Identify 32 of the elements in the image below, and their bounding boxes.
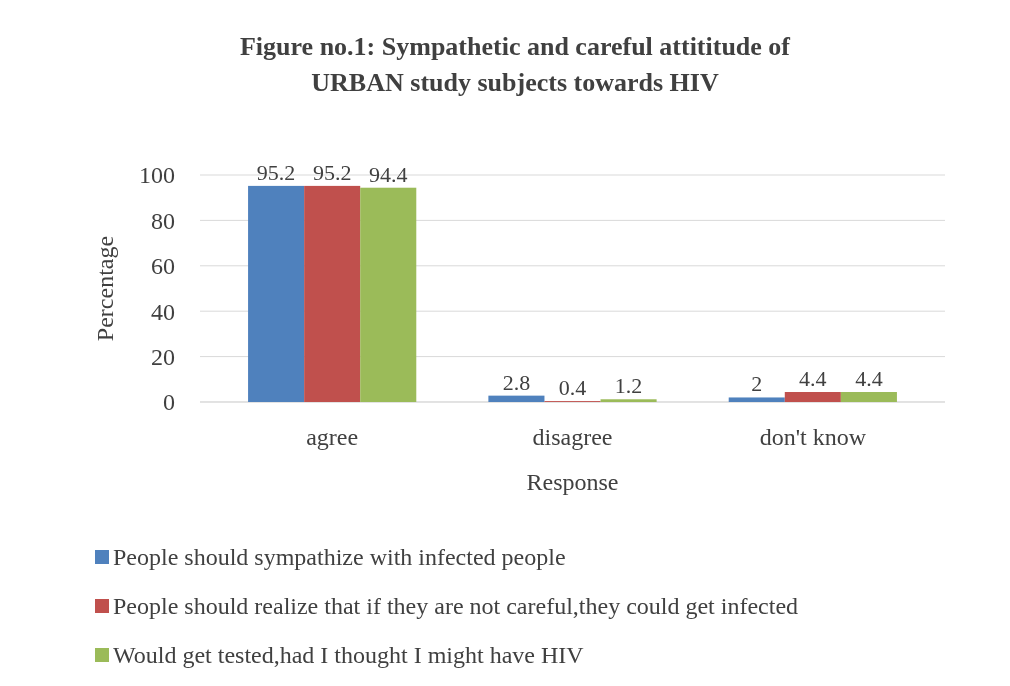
data-label: 95.2 — [312, 159, 352, 185]
bar — [728, 397, 785, 402]
data-label: 0.4 — [558, 375, 587, 401]
data-label: 4.4 — [855, 366, 883, 392]
y-tick-label: 20 — [151, 344, 175, 370]
bar — [488, 395, 545, 402]
data-label: 94.4 — [369, 161, 408, 187]
y-tick-label: 40 — [151, 298, 175, 325]
data-label: 1.2 — [614, 373, 643, 399]
bar — [360, 187, 417, 402]
legend-label: People should sympathize with infected people — [113, 544, 566, 571]
x-tick-label: don't know — [759, 424, 867, 450]
y-tick-label: 80 — [151, 207, 175, 234]
data-label: 95.2 — [256, 159, 296, 185]
y-tick-label: 100 — [139, 162, 175, 189]
y-axis-title: Percentage — [92, 235, 118, 342]
bar — [304, 185, 361, 402]
y-tick-label: 60 — [151, 253, 175, 280]
bar — [248, 185, 305, 402]
x-tick-label: disagree — [532, 424, 613, 450]
y-tick-label: 0 — [163, 389, 175, 416]
data-label: 2.8 — [502, 369, 531, 395]
data-label: 2 — [751, 371, 763, 397]
bar — [840, 392, 897, 402]
x-tick-label: agree — [306, 424, 359, 450]
bar — [600, 399, 657, 402]
legend-label: People should realize that if they are not careful,they could get infected — [113, 593, 799, 620]
legend-label: Would get tested,had I thought I might have HIV — [113, 642, 585, 669]
chart-title: Figure no.1: Sympathetic and careful attititude of URBAN study subjects towards HIV — [239, 32, 791, 97]
bar — [784, 392, 841, 402]
x-axis-title: Response — [526, 469, 619, 495]
data-label: 4.4 — [799, 366, 827, 392]
